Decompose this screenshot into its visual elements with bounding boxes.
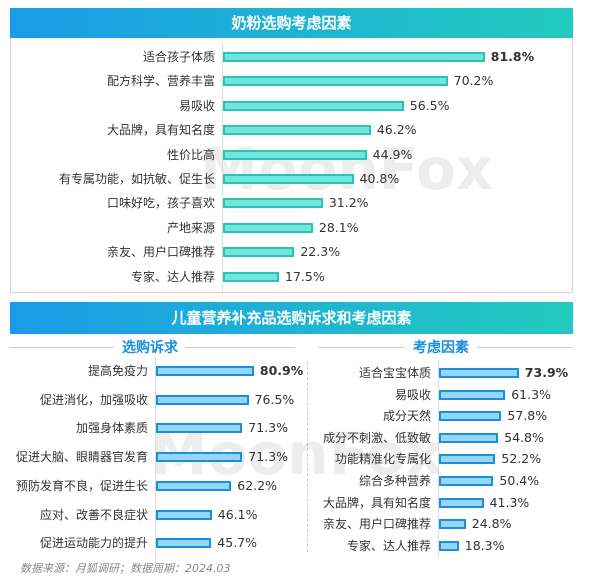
data-label: 24.8%	[471, 516, 512, 532]
category-label: 配方科学、营养丰富	[106, 74, 215, 89]
data-label: 52.2%	[501, 451, 542, 467]
chart-title-consideration-factors: 考虑因素	[405, 337, 477, 357]
data-label: 61.3%	[511, 386, 551, 402]
category-label: 易吸收	[178, 98, 215, 113]
category-label: 综合多种营养	[358, 474, 431, 488]
category-label: 亲友、用户口碑推荐	[106, 245, 215, 260]
bar	[223, 198, 323, 209]
data-label: 46.2%	[376, 122, 417, 138]
bar	[156, 366, 254, 376]
data-label: 22.3%	[300, 244, 341, 260]
data-label: 57.8%	[507, 408, 548, 424]
data-label: 44.9%	[372, 146, 413, 162]
data-label: 76.5%	[254, 391, 295, 407]
watermark-logo: MoonFox	[200, 135, 494, 203]
data-label: 50.4%	[499, 473, 540, 488]
axis-line	[155, 358, 156, 563]
category-label: 提高免疫力	[87, 364, 148, 378]
bar	[439, 368, 519, 378]
bar	[223, 100, 404, 111]
category-label: 口味好吃，孩子喜欢	[106, 196, 215, 211]
footer-source: 数据来源：月狐调研；数据周期：2024.03	[20, 562, 231, 575]
category-label: 易吸收	[394, 387, 431, 402]
bar	[439, 540, 459, 551]
bar	[156, 452, 243, 463]
bar	[223, 125, 371, 136]
data-label: 17.5%	[285, 268, 325, 284]
bar	[156, 394, 249, 405]
data-label: 70.2%	[453, 73, 494, 89]
category-label: 促进大脑、眼睛器官发育	[15, 450, 148, 465]
bar	[439, 476, 494, 486]
data-label: 41.3%	[489, 494, 530, 510]
category-label: 适合宝宝体质	[358, 366, 431, 380]
bar	[223, 149, 367, 160]
category-label: 加强身体素质	[75, 421, 148, 436]
data-label: 80.9%	[259, 363, 304, 378]
bar	[156, 509, 212, 520]
data-label: 62.2%	[237, 477, 277, 493]
bar	[156, 423, 243, 434]
category-label: 专家、达人推荐	[130, 269, 215, 284]
bar	[223, 247, 295, 258]
category-label: 亲友、用户口碑推荐	[322, 517, 431, 532]
category-label: 专家、达人推荐	[346, 538, 431, 553]
bar	[439, 454, 496, 465]
axis-line	[222, 44, 223, 292]
category-label: 性价比高	[166, 147, 215, 162]
data-label: 71.3%	[248, 420, 288, 436]
category-label: 预防发育不良，促进生长	[15, 478, 148, 493]
category-label: 大品牌，具有知名度	[106, 123, 215, 138]
bar	[156, 480, 232, 491]
data-label: 31.2%	[328, 195, 369, 211]
bar	[439, 411, 502, 422]
bar	[223, 271, 279, 282]
data-label: 54.8%	[504, 429, 544, 445]
data-label: 71.3%	[248, 449, 288, 465]
chart-title-milk-powder: 奶粉选购考虑因素	[10, 8, 573, 38]
bar	[439, 519, 466, 530]
data-label: 73.9%	[524, 365, 569, 380]
chart-title-purchase-demands: 选购诉求	[114, 337, 186, 357]
category-label: 成分天然	[382, 409, 431, 424]
bar	[439, 432, 499, 443]
bar	[156, 538, 212, 549]
data-label: 40.8%	[359, 171, 400, 186]
category-label: 功能精准化专属化	[334, 452, 431, 467]
category-label: 大品牌，具有知名度	[322, 495, 431, 510]
category-label: 产地来源	[166, 220, 215, 235]
data-label: 28.1%	[318, 219, 359, 235]
bar	[439, 497, 484, 508]
category-label: 促进消化，加强吸收	[39, 392, 148, 407]
category-label: 适合孩子体质	[142, 50, 215, 64]
category-label: 促进运动能力的提升	[39, 536, 148, 551]
data-label: 18.3%	[464, 537, 505, 553]
category-label: 有专属功能，如抗敏、促生长	[58, 172, 215, 186]
data-label: 56.5%	[409, 97, 450, 113]
bar	[223, 174, 354, 184]
bar	[223, 222, 313, 233]
dashed-divider	[307, 362, 308, 552]
data-label: 46.1%	[217, 506, 258, 522]
category-label: 应对、改善不良症状	[39, 507, 148, 522]
section2-title: 儿童营养补充品选购诉求和考虑因素	[10, 302, 573, 334]
data-label: 45.7%	[217, 535, 258, 551]
category-label: 成分不刺激、低致敏	[322, 430, 431, 445]
bar	[223, 76, 448, 87]
bar	[439, 389, 506, 400]
axis-line	[438, 360, 439, 559]
data-label: 81.8%	[490, 49, 535, 64]
bar	[223, 52, 485, 62]
